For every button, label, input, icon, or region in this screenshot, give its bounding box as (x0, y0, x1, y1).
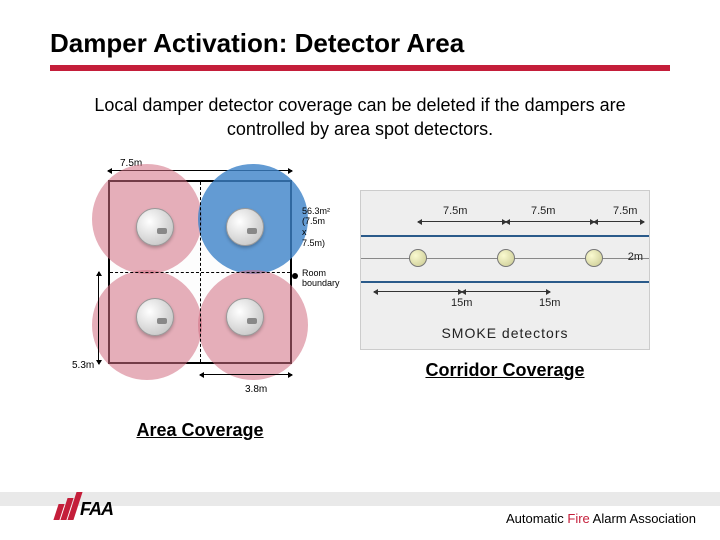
footer-org-text: Automatic Fire Alarm Association (506, 511, 696, 526)
area-sqm-value: 56.3m² (302, 206, 330, 216)
corridor-bottom-arrow (462, 291, 550, 292)
smoke-detector-icon (226, 298, 264, 336)
slide-title: Damper Activation: Detector Area (50, 28, 670, 59)
corridor-top-arrow (594, 221, 644, 222)
slide: Damper Activation: Detector Area Local d… (0, 0, 720, 540)
corridor-top-arrow (418, 221, 506, 222)
area-bottom-dimension: 3.8m (245, 384, 267, 395)
smoke-detector-icon (409, 249, 427, 267)
corridor-legend: SMOKE detectors (361, 325, 649, 341)
smoke-detector-icon (136, 208, 174, 246)
area-left-dimension-line (98, 272, 99, 364)
smoke-detector-icon (136, 298, 174, 336)
corridor-width-dim: 2m (628, 251, 643, 263)
corridor-bottom-dim: 15m (539, 297, 560, 309)
logo-bars-icon (56, 492, 78, 520)
area-bottom-dimension-line (200, 374, 292, 375)
smoke-detector-icon (585, 249, 603, 267)
area-caption: Area Coverage (136, 420, 263, 441)
diagram-row: 7.5m 56.3m² (7.5m x 7.5m) (50, 160, 670, 441)
corridor-top-dim: 7.5m (531, 205, 555, 217)
corridor-bottom-dim: 15m (451, 297, 472, 309)
horizontal-dash-line (110, 272, 290, 273)
area-left-dimension: 5.3m (72, 360, 94, 371)
body-text: Local damper detector coverage can be de… (50, 93, 670, 142)
logo-text: FAA (80, 499, 113, 520)
corridor-top-arrow (506, 221, 594, 222)
area-sqm-sub: (7.5m x 7.5m) (302, 216, 325, 248)
afaa-logo: FAA (56, 492, 113, 520)
area-coverage-column: 7.5m 56.3m² (7.5m x 7.5m) (70, 160, 330, 441)
room-boundary-box (108, 180, 292, 364)
corridor-wall-bottom (361, 281, 649, 283)
area-coverage-diagram: 7.5m 56.3m² (7.5m x 7.5m) (70, 160, 330, 400)
corridor-wall-top (361, 235, 649, 237)
title-underline (50, 65, 670, 71)
corridor-coverage-diagram: 7.5m 7.5m 7.5m 2m 15m 15m SMOKE detector… (360, 190, 650, 350)
corridor-caption: Corridor Coverage (425, 360, 584, 381)
room-boundary-dot (292, 273, 298, 279)
smoke-detector-icon (226, 208, 264, 246)
corridor-bottom-arrow (374, 291, 462, 292)
corridor-coverage-column: 7.5m 7.5m 7.5m 2m 15m 15m SMOKE detector… (360, 160, 650, 381)
smoke-detector-icon (497, 249, 515, 267)
room-boundary-label: Room boundary (302, 268, 340, 290)
corridor-top-dim: 7.5m (613, 205, 637, 217)
corridor-top-dim: 7.5m (443, 205, 467, 217)
area-sqm-label: 56.3m² (7.5m x 7.5m) (302, 206, 330, 249)
